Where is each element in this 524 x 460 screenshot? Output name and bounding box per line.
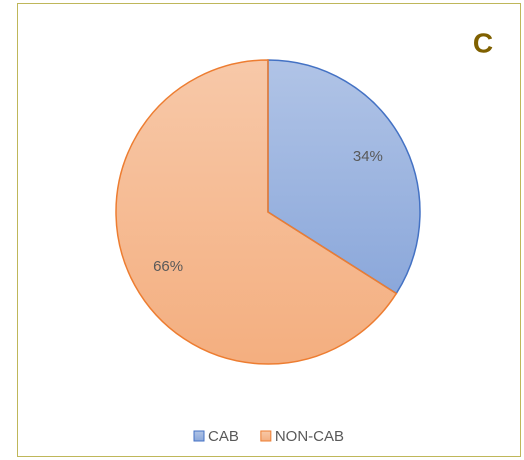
pie-slice xyxy=(267,59,421,295)
pie-slice xyxy=(115,59,398,365)
legend-label: CAB xyxy=(208,428,239,445)
data-label: 66% xyxy=(153,258,183,275)
data-label: 34% xyxy=(353,148,383,165)
legend-swatch xyxy=(193,430,205,442)
panel-label: C xyxy=(473,27,493,58)
legend-swatch xyxy=(260,430,272,442)
legend-label: NON-CAB xyxy=(275,428,344,445)
